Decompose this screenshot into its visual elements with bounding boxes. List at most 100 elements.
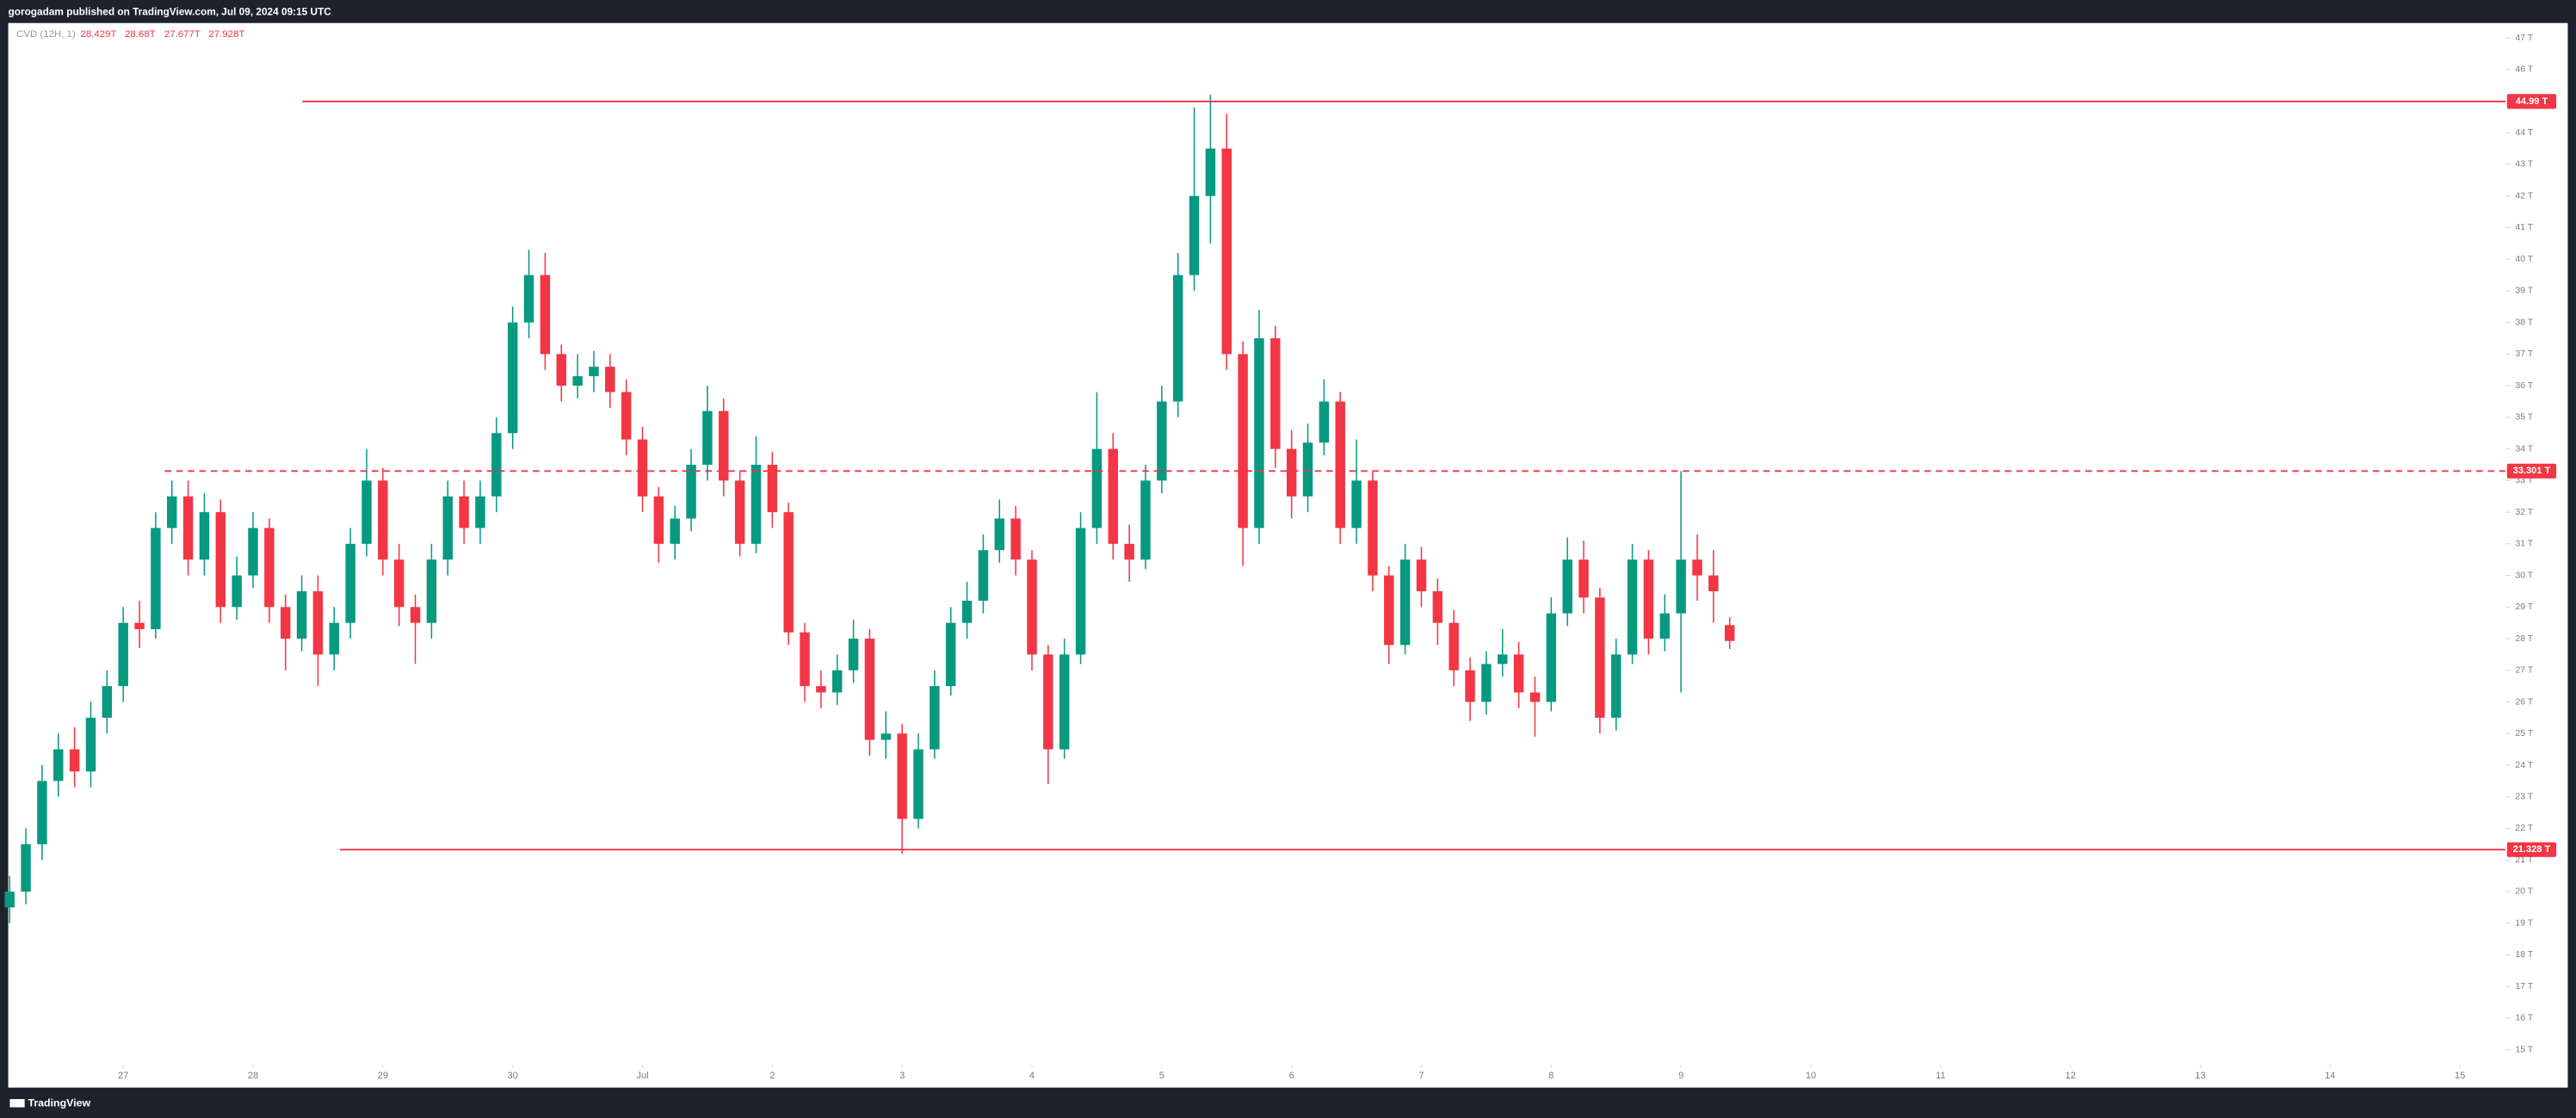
candle-body bbox=[1724, 625, 1735, 641]
candle-body bbox=[1319, 401, 1330, 443]
candle-body bbox=[1627, 559, 1638, 655]
candle-body bbox=[1595, 597, 1605, 718]
candle-body bbox=[848, 639, 859, 670]
candle-body bbox=[248, 528, 258, 576]
candle-body bbox=[1172, 275, 1183, 402]
candle-body bbox=[978, 550, 989, 601]
candle-body bbox=[1091, 448, 1103, 528]
y-tick-label: 37 T bbox=[2515, 349, 2533, 359]
candle-body bbox=[442, 496, 453, 560]
y-tick-label: 20 T bbox=[2515, 887, 2533, 897]
candle-body bbox=[167, 496, 177, 528]
candle-body bbox=[1481, 664, 1492, 702]
y-tick-label: 32 T bbox=[2515, 508, 2533, 517]
candle-body bbox=[800, 632, 810, 687]
candle-body bbox=[1498, 654, 1508, 664]
candle-body bbox=[864, 639, 875, 740]
candle-body bbox=[1335, 401, 1345, 528]
candle-body bbox=[312, 590, 324, 655]
candle-body bbox=[345, 543, 355, 623]
candle-body bbox=[1692, 559, 1702, 576]
candle-body bbox=[232, 575, 242, 608]
candle-body bbox=[523, 275, 534, 323]
x-tick-label: 13 bbox=[2195, 1071, 2205, 1081]
level-label-box bbox=[2506, 94, 2557, 109]
candle-body bbox=[783, 512, 794, 633]
x-tick-label: 15 bbox=[2455, 1071, 2465, 1081]
candle-body bbox=[1416, 559, 1427, 591]
candle-body bbox=[961, 600, 973, 623]
y-tick-label: 43 T bbox=[2515, 160, 2533, 170]
y-tick-label: 23 T bbox=[2515, 793, 2533, 802]
candle-body bbox=[1432, 590, 1443, 623]
candle-body bbox=[734, 480, 745, 544]
candle-body bbox=[1659, 613, 1671, 639]
candle-body bbox=[378, 480, 388, 560]
candle-body bbox=[1529, 692, 1541, 702]
y-tick-label: 39 T bbox=[2515, 287, 2533, 296]
y-tick-label: 47 T bbox=[2515, 34, 2533, 43]
y-tick-label: 35 T bbox=[2515, 413, 2533, 423]
candle-body bbox=[1059, 654, 1070, 750]
x-tick-label: Jul bbox=[636, 1071, 648, 1081]
candle-body bbox=[1399, 559, 1411, 645]
candle-body bbox=[1351, 480, 1362, 528]
y-tick-label: 15 T bbox=[2515, 1045, 2533, 1054]
level-label-box bbox=[2506, 842, 2557, 857]
candle-body bbox=[1302, 442, 1313, 497]
header-title: gorogadam published on TradingView.com, … bbox=[9, 5, 332, 17]
y-tick-label: 22 T bbox=[2515, 824, 2533, 833]
candle-body bbox=[491, 433, 502, 497]
ohlc-label: 28.68T bbox=[125, 29, 156, 40]
x-tick-label: 27 bbox=[118, 1071, 128, 1081]
x-tick-label: 11 bbox=[1936, 1071, 1945, 1081]
candle-body bbox=[1546, 613, 1557, 702]
candle-body bbox=[182, 496, 194, 560]
y-tick-label: 42 T bbox=[2515, 191, 2533, 201]
candle-body bbox=[1027, 559, 1037, 655]
candle-body bbox=[215, 512, 226, 608]
y-tick-label: 27 T bbox=[2515, 666, 2533, 676]
level-label: 33.301 T bbox=[2513, 466, 2551, 476]
candle-body bbox=[1221, 148, 1232, 355]
y-tick-label: 17 T bbox=[2515, 982, 2533, 991]
x-tick-label: 30 bbox=[508, 1071, 518, 1081]
y-tick-label: 29 T bbox=[2515, 602, 2533, 612]
candle-body bbox=[1075, 528, 1086, 655]
candle-body bbox=[329, 622, 340, 655]
level-label: 21.328 T bbox=[2513, 844, 2551, 855]
candle-body bbox=[751, 464, 762, 544]
candle-body bbox=[1513, 654, 1524, 693]
candle-body bbox=[589, 367, 599, 377]
y-tick-label: 31 T bbox=[2515, 540, 2533, 549]
ohlc-label: 27.928T bbox=[208, 29, 244, 40]
candle-body bbox=[361, 480, 372, 544]
candle-body bbox=[1449, 622, 1459, 670]
candle-body bbox=[459, 496, 469, 528]
x-tick-label: 29 bbox=[378, 1071, 388, 1081]
candle-body bbox=[69, 749, 80, 772]
candle-body bbox=[1384, 575, 1394, 645]
candle-body bbox=[134, 622, 145, 630]
candle-body bbox=[102, 686, 113, 718]
ohlc-label: 27.677T bbox=[164, 29, 201, 40]
y-tick-label: 36 T bbox=[2515, 381, 2533, 391]
candle-body bbox=[767, 464, 778, 513]
candle-body bbox=[1043, 654, 1053, 750]
brand-logo: TradingView bbox=[9, 1097, 91, 1109]
x-tick-label: 4 bbox=[1029, 1071, 1035, 1081]
candle-body bbox=[816, 686, 826, 693]
x-tick-label: 5 bbox=[1159, 1071, 1164, 1081]
candle-body bbox=[1562, 559, 1572, 614]
candle-body bbox=[151, 528, 161, 630]
y-tick-label: 25 T bbox=[2515, 729, 2533, 738]
candle-body bbox=[897, 733, 907, 819]
candle-body bbox=[118, 622, 128, 687]
y-tick-label: 30 T bbox=[2515, 571, 2533, 580]
y-tick-label: 24 T bbox=[2515, 761, 2533, 770]
y-tick-label: 33 T bbox=[2515, 476, 2533, 485]
candle-body bbox=[670, 518, 680, 544]
candle-body bbox=[1010, 518, 1021, 560]
x-tick-label: 6 bbox=[1289, 1071, 1294, 1081]
